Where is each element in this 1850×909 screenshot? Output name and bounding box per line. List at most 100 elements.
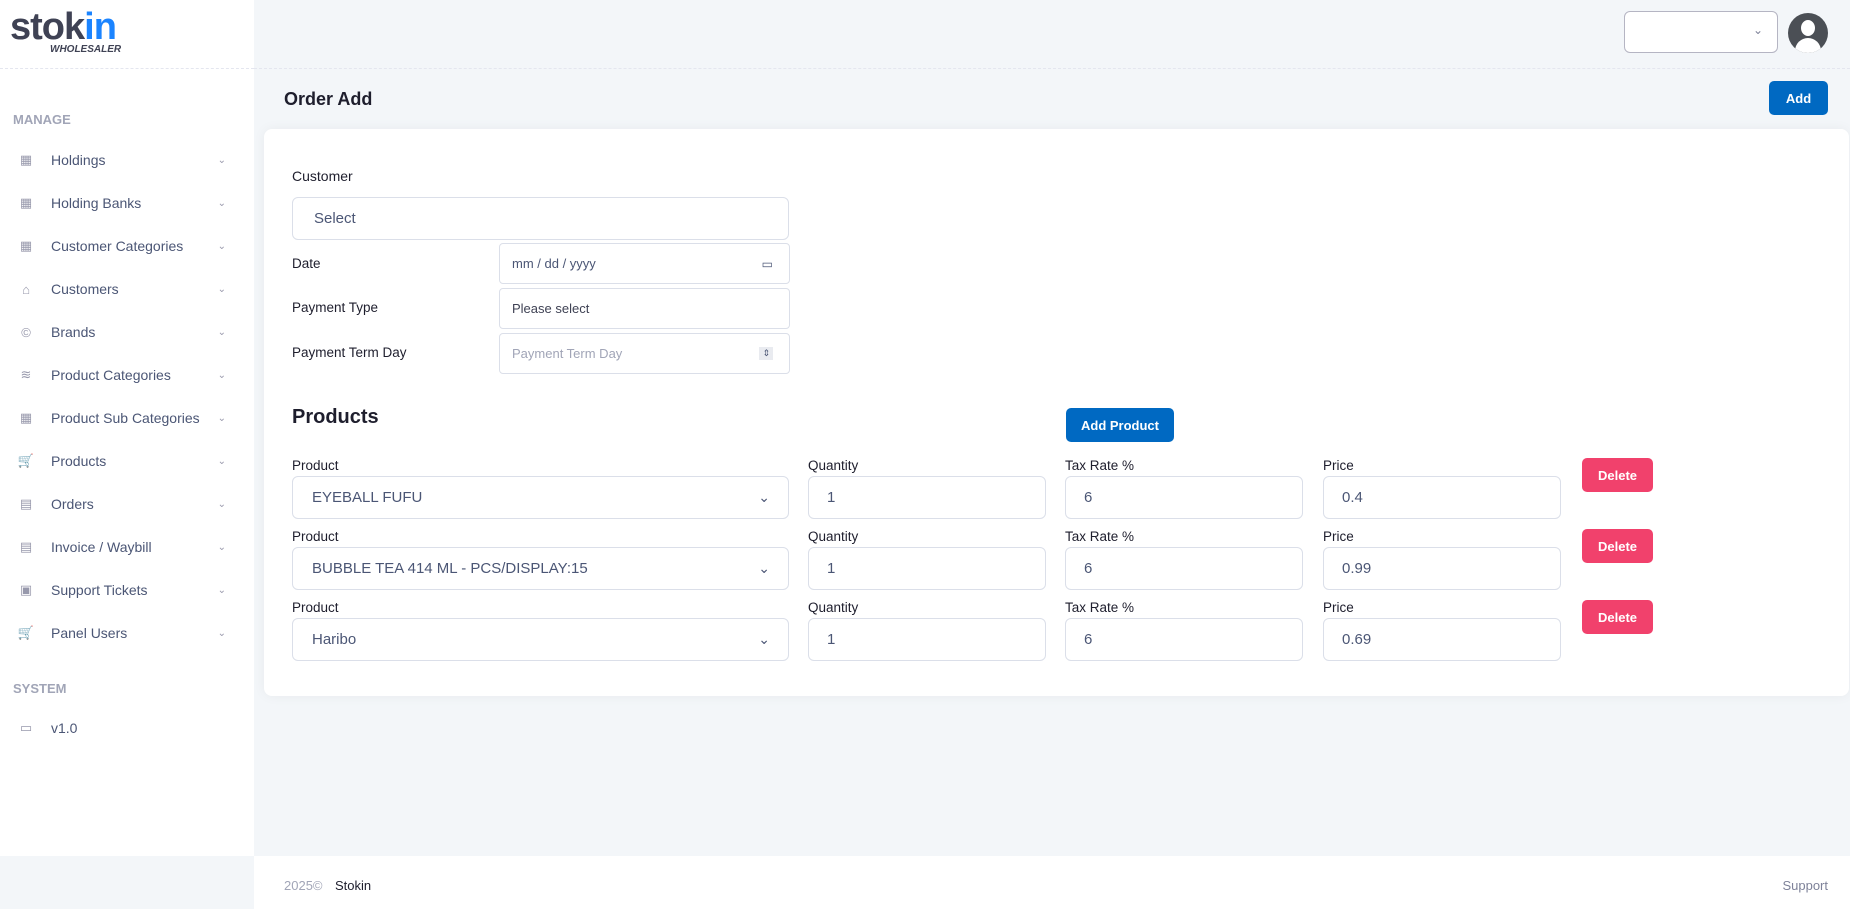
sidebar-item-label: Support Tickets: [51, 582, 148, 598]
quantity-value: 1: [827, 560, 836, 577]
chevron-down-icon: ⌄: [217, 283, 226, 295]
building-icon: ▦: [19, 195, 33, 210]
sidebar-item-support-tickets[interactable]: ▣ Support Tickets ⌄: [0, 573, 254, 607]
chevron-down-icon: ⌄: [217, 584, 226, 596]
add-product-button[interactable]: Add Product: [1066, 408, 1174, 442]
product-value: EYEBALL FUFU: [312, 489, 423, 506]
product-input[interactable]: EYEBALL FUFU ⌄: [292, 476, 789, 519]
tax-value: 6: [1084, 489, 1093, 506]
payment-type-label: Payment Type: [292, 300, 379, 315]
price-input[interactable]: 0.99: [1323, 547, 1561, 590]
building-icon: ▦: [19, 238, 33, 253]
sidebar-item-label: v1.0: [51, 720, 78, 736]
chevron-down-icon: ⌄: [217, 498, 226, 510]
cart-icon: 🛒: [17, 625, 35, 640]
sidebar-item-panel-users[interactable]: 🛒 Panel Users ⌄: [0, 616, 254, 650]
price-label: Price: [1323, 458, 1354, 473]
building-icon: ▦: [19, 152, 33, 167]
tax-input[interactable]: 6: [1065, 618, 1303, 661]
quantity-label: Quantity: [808, 458, 859, 473]
tax-label: Tax Rate %: [1065, 458, 1135, 473]
customer-select[interactable]: Select: [292, 197, 789, 240]
date-label: Date: [292, 256, 321, 271]
delete-product-button[interactable]: Delete: [1582, 458, 1653, 492]
chevron-down-icon: ⌄: [758, 631, 770, 647]
sidebar-item-label: Invoice / Waybill: [51, 539, 152, 555]
sidebar-item-brands[interactable]: © Brands ⌄: [0, 315, 254, 349]
price-label: Price: [1323, 529, 1354, 544]
header-divider: [254, 68, 1850, 69]
section-manage: MANAGE: [13, 112, 71, 127]
header-select[interactable]: ⌄: [1624, 11, 1778, 53]
section-system: SYSTEM: [13, 681, 67, 696]
chevron-down-icon: ⌄: [217, 369, 226, 381]
quantity-input[interactable]: 1: [808, 618, 1046, 661]
chevron-down-icon: ⌄: [217, 455, 226, 467]
price-input[interactable]: 0.4: [1323, 476, 1561, 519]
chevron-down-icon: ⌄: [758, 560, 770, 576]
add-order-button[interactable]: Add: [1769, 81, 1828, 115]
footer-company-link[interactable]: Stokin: [335, 878, 372, 893]
sidebar-item-product-categories[interactable]: ≋ Product Categories ⌄: [0, 358, 254, 392]
products-heading: Products: [292, 406, 379, 428]
sidebar-item-holding-banks[interactable]: ▦ Holding Banks ⌄: [0, 186, 254, 220]
logo-accent: in: [84, 6, 117, 48]
footer: 2025© Stokin Support: [254, 856, 1850, 909]
number-stepper-icon[interactable]: ⇕: [759, 347, 773, 360]
sidebar-item-label: Product Sub Categories: [51, 410, 200, 426]
copyright-icon: ©: [21, 324, 31, 340]
sidebar-item-invoice-waybill[interactable]: ▤ Invoice / Waybill ⌄: [0, 530, 254, 564]
tax-label: Tax Rate %: [1065, 529, 1135, 544]
payment-term-input[interactable]: Payment Term Day ⇕: [499, 333, 790, 374]
sidebar-item-customers[interactable]: ⌂ Customers ⌄: [0, 272, 254, 306]
sidebar-item-label: Customer Categories: [51, 238, 184, 254]
monitor-icon: ▭: [19, 720, 33, 735]
price-value: 0.99: [1342, 560, 1372, 577]
price-value: 0.69: [1342, 631, 1372, 648]
delete-product-button[interactable]: Delete: [1582, 529, 1653, 563]
quantity-input[interactable]: 1: [808, 476, 1046, 519]
tax-value: 6: [1084, 560, 1093, 577]
date-input[interactable]: mm / dd / yyyy ▭: [499, 243, 790, 284]
inbox-icon: ▣: [19, 582, 33, 597]
sidebar-item-label: Holding Banks: [51, 195, 142, 211]
sidebar-item-customer-categories[interactable]: ▦ Customer Categories ⌄: [0, 229, 254, 263]
price-input[interactable]: 0.69: [1323, 618, 1561, 661]
footer-support-link[interactable]: Support: [1782, 878, 1828, 893]
tax-label: Tax Rate %: [1065, 600, 1135, 615]
product-input[interactable]: Haribo ⌄: [292, 618, 789, 661]
logo-text: stok: [10, 6, 85, 48]
footer-year: 2025©: [284, 878, 323, 893]
quantity-label: Quantity: [808, 529, 859, 544]
price-label: Price: [1323, 600, 1354, 615]
grid-icon: ▦: [19, 410, 33, 425]
sidebar-item-product-sub-categories[interactable]: ▦ Product Sub Categories ⌄: [0, 401, 254, 435]
product-input[interactable]: BUBBLE TEA 414 ML - PCS/DISPLAY:15 ⌄: [292, 547, 789, 590]
divider: [0, 68, 254, 69]
product-value: Haribo: [312, 631, 357, 648]
sidebar-item-label: Customers: [51, 281, 119, 297]
chevron-down-icon: ⌄: [217, 240, 226, 252]
sidebar-item-label: Holdings: [51, 152, 106, 168]
chevron-down-icon: ⌄: [217, 326, 226, 338]
payment-type-select[interactable]: Please select: [499, 288, 790, 329]
logo-subtitle: WHOLESALER: [50, 44, 122, 55]
logo[interactable]: stokin WHOLESALER: [10, 8, 250, 58]
quantity-input[interactable]: 1: [808, 547, 1046, 590]
calendar-icon[interactable]: ▭: [761, 256, 773, 271]
sidebar: stokin WHOLESALER MANAGE ▦ Holdings ⌄ ▦ Hold…: [0, 0, 254, 856]
tax-input[interactable]: 6: [1065, 547, 1303, 590]
date-placeholder: mm / dd / yyyy: [512, 256, 596, 271]
delete-product-button[interactable]: Delete: [1582, 600, 1653, 634]
sidebar-item-products[interactable]: 🛒 Products ⌄: [0, 444, 254, 478]
sidebar-item-label: Product Categories: [51, 367, 171, 383]
sidebar-item-orders[interactable]: ▤ Orders ⌄: [0, 487, 254, 521]
user-avatar[interactable]: [1788, 13, 1828, 53]
sidebar-item-label: Panel Users: [51, 625, 128, 641]
payment-term-placeholder: Payment Term Day: [512, 346, 623, 361]
sidebar-item-holdings[interactable]: ▦ Holdings ⌄: [0, 143, 254, 177]
product-label: Product: [292, 529, 339, 544]
page-title: Order Add: [284, 89, 373, 109]
sidebar-item-version[interactable]: ▭ v1.0: [0, 711, 254, 745]
tax-input[interactable]: 6: [1065, 476, 1303, 519]
